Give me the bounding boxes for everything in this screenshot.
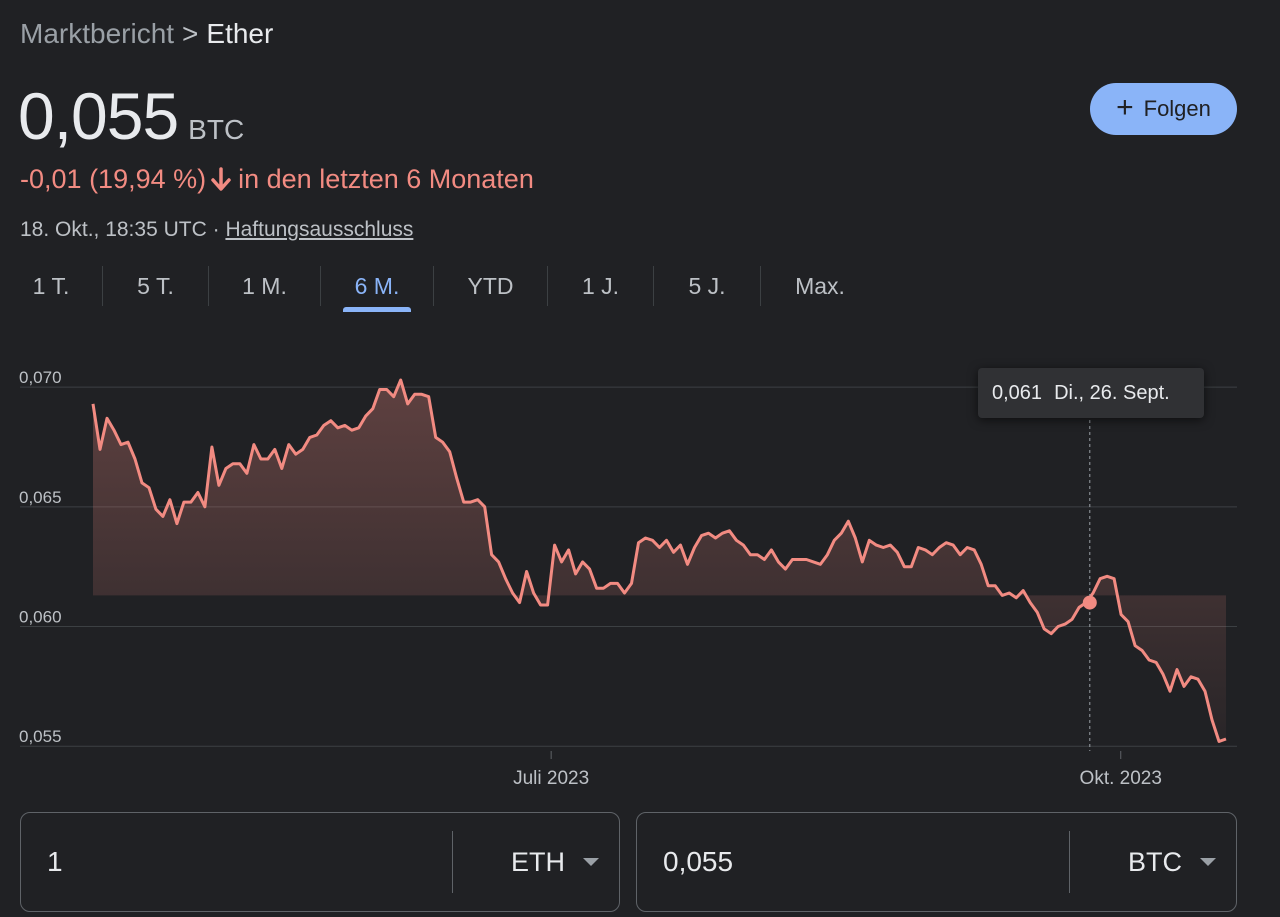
tab-ytd[interactable]: YTD (467, 272, 514, 299)
hover-point (1082, 595, 1097, 610)
x-tick-label: Juli 2023 (513, 768, 589, 789)
chevron-down-icon (1200, 858, 1216, 866)
tab-divider (653, 266, 654, 306)
change-amount: -0,01 (20, 164, 82, 194)
converter-from: 1 ETH (20, 812, 620, 912)
tab-5-years[interactable]: 5 J. (688, 272, 726, 299)
from-currency-label: ETH (511, 846, 565, 877)
tab-1-day[interactable]: 1 T. (32, 272, 70, 299)
converter-divider (452, 831, 453, 893)
y-tick-label: 0,070 (19, 368, 62, 387)
range-tabs: 1 T. 5 T. 1 M. 6 M. YTD 1 J. 5 J. Max. (0, 262, 879, 314)
from-amount-input[interactable]: 1 (47, 846, 63, 877)
y-tick-label: 0,060 (19, 608, 62, 627)
change-period: in den letzten 6 Monaten (238, 164, 534, 194)
arrow-down-icon (211, 166, 231, 191)
breadcrumb-separator: > (182, 18, 199, 49)
y-tick-label: 0,055 (19, 727, 62, 746)
price-chart[interactable]: 0,070 0,065 0,060 0,055 Juli 2023 Okt. 2023 (0, 330, 1280, 800)
chart-tooltip: 0,061 Di., 26. Sept. (978, 368, 1204, 418)
price-value: 0,055 (18, 79, 179, 153)
breadcrumb-parent[interactable]: Marktbericht (20, 18, 175, 49)
to-amount-input[interactable]: 0,055 (663, 846, 734, 877)
x-tick-label: Okt. 2023 (1080, 768, 1162, 789)
chart-series-line (91, 378, 1227, 743)
tab-max[interactable]: Max. (795, 272, 845, 299)
tab-divider (102, 266, 103, 306)
tooltip-value: 0,061 (992, 381, 1043, 404)
timestamp: 18. Okt., 18:35 UTC (20, 218, 207, 241)
price-unit: BTC (188, 114, 245, 145)
converter-divider (1069, 831, 1070, 893)
chevron-down-icon (583, 858, 599, 866)
y-tick-label: 0,065 (19, 488, 62, 507)
disclaimer-link[interactable]: Haftungsausschluss (225, 218, 414, 241)
meta-dot: · (212, 218, 220, 241)
breadcrumb: Marktbericht > Ether (20, 18, 273, 50)
from-currency-select[interactable]: ETH (453, 813, 619, 911)
converter-to: 0,055 BTC (636, 812, 1237, 912)
tab-divider (433, 266, 434, 306)
change-percent: (19,94 %) (89, 164, 207, 194)
breadcrumb-current: Ether (206, 18, 274, 49)
chart-area-fill (93, 380, 1226, 742)
to-currency-select[interactable]: BTC (1070, 813, 1236, 911)
tab-divider (760, 266, 761, 306)
tooltip-date: Di., 26. Sept. (1054, 381, 1170, 404)
price-change: -0,01 (19,94 %) in den letzten 6 Monaten (20, 164, 534, 195)
tab-1-month[interactable]: 1 M. (242, 272, 287, 299)
tab-6-months[interactable]: 6 M. (321, 262, 433, 310)
tab-5-days[interactable]: 5 T. (137, 272, 174, 299)
timestamp-line: 18. Okt., 18:35 UTC · Haftungsausschluss (20, 218, 413, 242)
follow-label: Folgen (1143, 96, 1211, 121)
tab-1-year[interactable]: 1 J. (581, 272, 620, 299)
price-display: 0,055 BTC (18, 78, 244, 154)
plus-icon: + (1116, 90, 1134, 124)
tab-divider (547, 266, 548, 306)
follow-button[interactable]: + Folgen (1090, 83, 1237, 135)
tab-divider (208, 266, 209, 306)
to-currency-label: BTC (1128, 846, 1182, 877)
